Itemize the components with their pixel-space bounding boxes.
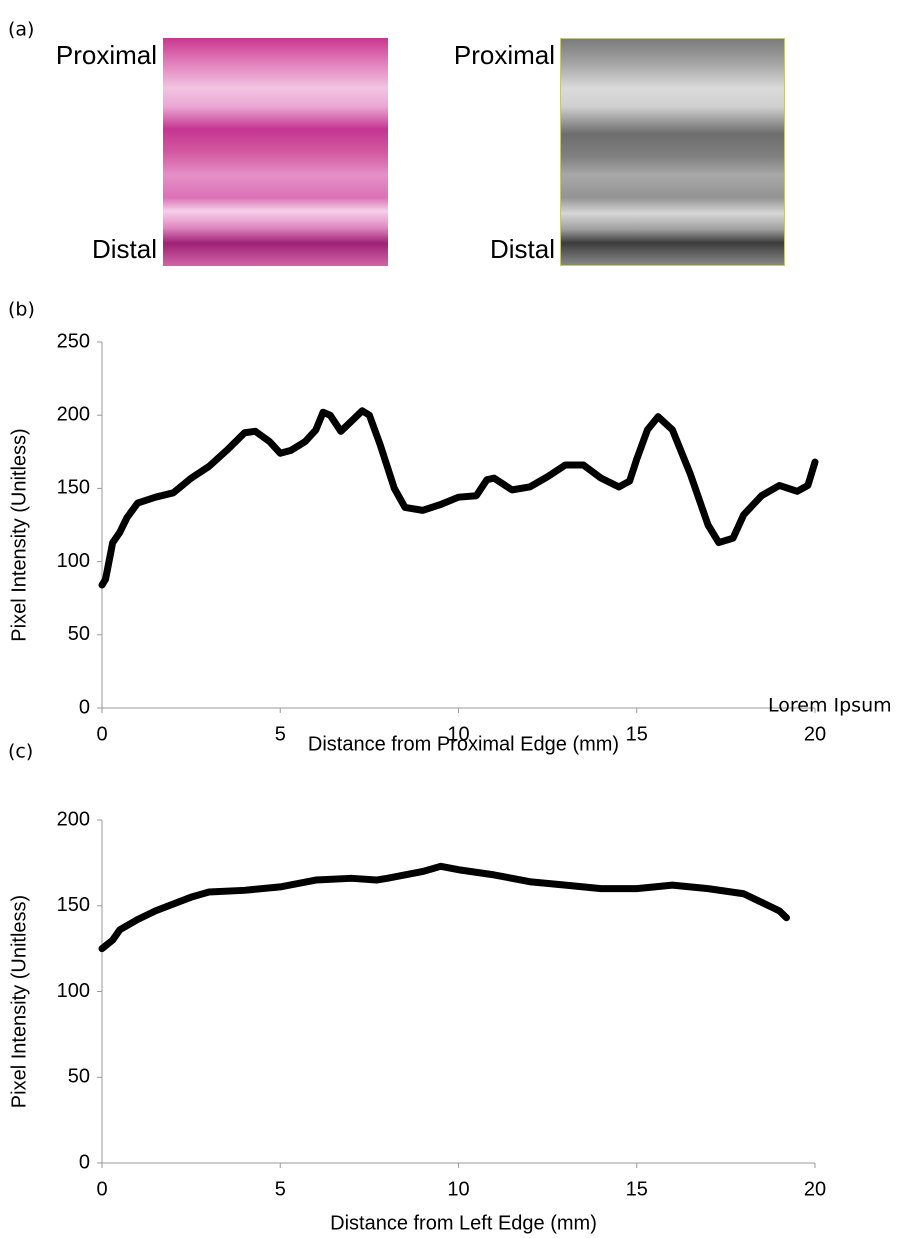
panel-label: (b)	[8, 299, 35, 321]
y-tick-label: 50	[68, 1066, 90, 1088]
y-tick-label: 0	[79, 696, 90, 718]
y-tick-label: 100	[57, 550, 90, 572]
y-tick-label: 150	[57, 477, 90, 499]
x-tick-label: 15	[626, 723, 648, 745]
y-tick-label: 100	[57, 980, 90, 1002]
y-tick-label: 150	[57, 894, 90, 916]
image-label: Distal	[92, 234, 157, 264]
x-tick-label: 10	[447, 1178, 469, 1200]
x-axis-label: Distance from Left Edge (mm)	[330, 1212, 597, 1234]
y-tick-label: 200	[57, 403, 90, 425]
x-axis-label: Distance from Proximal Edge (mm)	[308, 733, 619, 755]
y-tick-label: 50	[68, 623, 90, 645]
image-label: Proximal	[56, 40, 157, 70]
image-label: Proximal	[454, 40, 555, 70]
gray-image	[560, 38, 785, 266]
x-tick-label: 20	[804, 1178, 826, 1200]
image-label: Distal	[490, 234, 555, 264]
x-tick-label: 15	[626, 1178, 648, 1200]
x-tick-label: 0	[96, 723, 107, 745]
y-axis-label: Pixel Intensity (Unitless)	[8, 895, 30, 1108]
x-tick-label: 5	[275, 723, 286, 745]
panel-label: (a)	[8, 19, 34, 41]
panel-label: (c)	[8, 741, 33, 763]
x-tick-label: 20	[804, 723, 826, 745]
y-tick-label: 250	[57, 330, 90, 352]
annotation: Lorem Ipsum	[768, 695, 892, 717]
x-tick-label: 0	[96, 1178, 107, 1200]
data-line	[98, 862, 790, 953]
y-axis-label: Pixel Intensity (Unitless)	[8, 428, 30, 641]
stained-image	[163, 38, 388, 266]
x-tick-label: 5	[275, 1178, 286, 1200]
data-line	[98, 407, 819, 589]
x-tick-label: 10	[447, 723, 469, 745]
y-tick-label: 200	[57, 808, 90, 830]
y-tick-label: 0	[79, 1151, 90, 1173]
